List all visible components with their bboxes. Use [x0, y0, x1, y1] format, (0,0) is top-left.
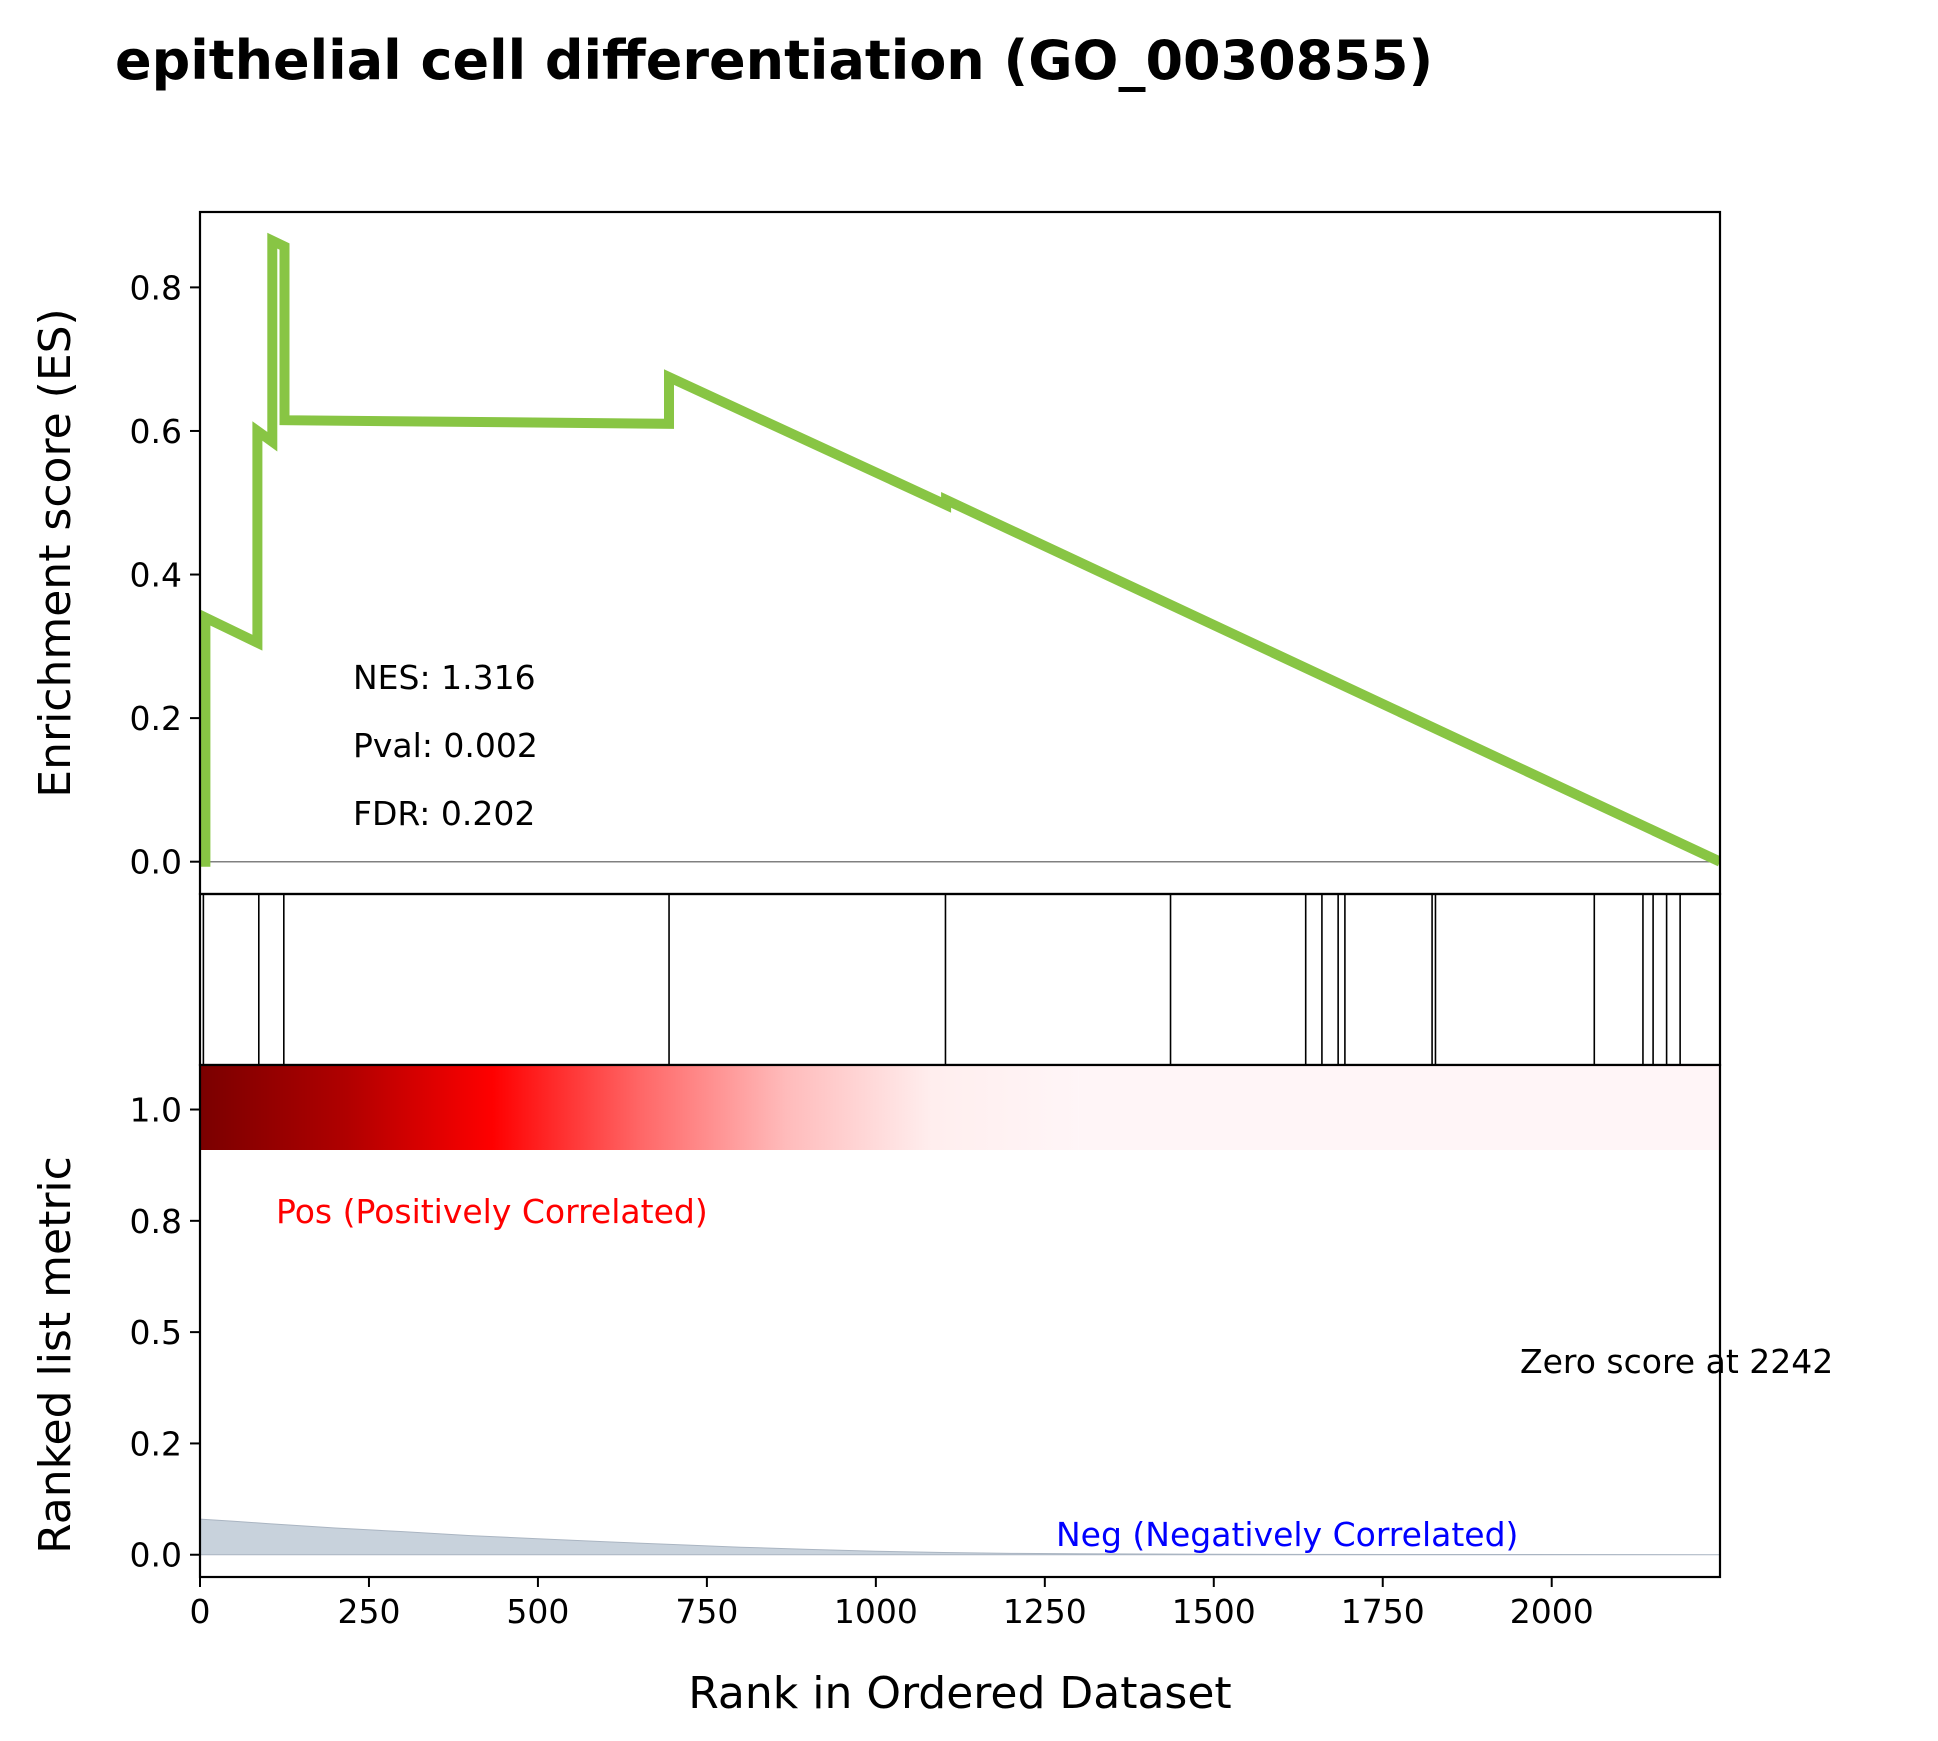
x-tick-label: 0	[190, 1592, 211, 1631]
x-tick-label: 1750	[1341, 1592, 1425, 1631]
metric-y-tick-label: 0.5	[130, 1313, 182, 1352]
x-tick-label: 1250	[1003, 1592, 1087, 1631]
metric-panel-frame	[198, 1063, 1722, 1579]
x-tick-label: 250	[337, 1592, 400, 1631]
metric-y-tick-label: 0.0	[130, 1536, 182, 1575]
metric-y-tick-label: 1.0	[130, 1091, 182, 1130]
es-curve	[200, 232, 1720, 867]
x-tick-label: 750	[675, 1592, 738, 1631]
zero-score-label: Zero score at 2242	[1520, 1342, 1833, 1381]
metric-y-axis: 0.0 0.2 0.5 0.8 1.0	[130, 1091, 200, 1575]
x-tick-label: 500	[506, 1592, 569, 1631]
x-tick-label: 1500	[1172, 1592, 1256, 1631]
es-y-tick-label: 0.6	[130, 412, 182, 451]
rank-colorbar-tail	[1078, 1065, 1720, 1150]
es-y-tick-label: 0.2	[130, 699, 182, 738]
metric-y-tick-label: 0.8	[130, 1202, 182, 1241]
fdr-label: FDR: 0.202	[353, 794, 535, 833]
es-y-tick-label: 0.8	[130, 268, 182, 307]
chart-title: epithelial cell differentiation (GO_0030…	[115, 29, 1433, 92]
x-tick-label: 1000	[834, 1592, 918, 1631]
rank-colorbar	[200, 1065, 1079, 1150]
pval-label: Pval: 0.002	[353, 726, 538, 765]
neg-label: Neg (Negatively Correlated)	[1056, 1515, 1518, 1554]
metric-area	[199, 1518, 1721, 1556]
metric-y-tick-label: 0.2	[130, 1424, 182, 1463]
pos-label: Pos (Positively Correlated)	[276, 1192, 708, 1231]
metric-y-axis-label: Ranked list metric	[30, 1156, 81, 1554]
es-y-tick-label: 0.4	[130, 556, 182, 595]
es-y-tick-label: 0.0	[130, 843, 182, 882]
es-y-axis-label: Enrichment score (ES)	[30, 308, 81, 797]
x-axis-label: Rank in Ordered Dataset	[688, 1668, 1231, 1719]
metric-panel: 0.0 0.2 0.5 0.8 1.0 Pos (Positively Correlat…	[30, 1063, 1833, 1579]
es-panel: 0.0 0.2 0.4 0.6 0.8 NES: 1.316 Pval: 0.002 F…	[30, 210, 1722, 896]
es-y-axis: 0.0 0.2 0.4 0.6 0.8	[130, 268, 200, 882]
hit-lines	[202, 894, 1681, 1065]
x-tick-label: 2000	[1510, 1592, 1594, 1631]
nes-label: NES: 1.316	[353, 658, 536, 697]
x-axis: 0 250 500 750 1000 1250 1500 1750 2000	[190, 1577, 1594, 1631]
